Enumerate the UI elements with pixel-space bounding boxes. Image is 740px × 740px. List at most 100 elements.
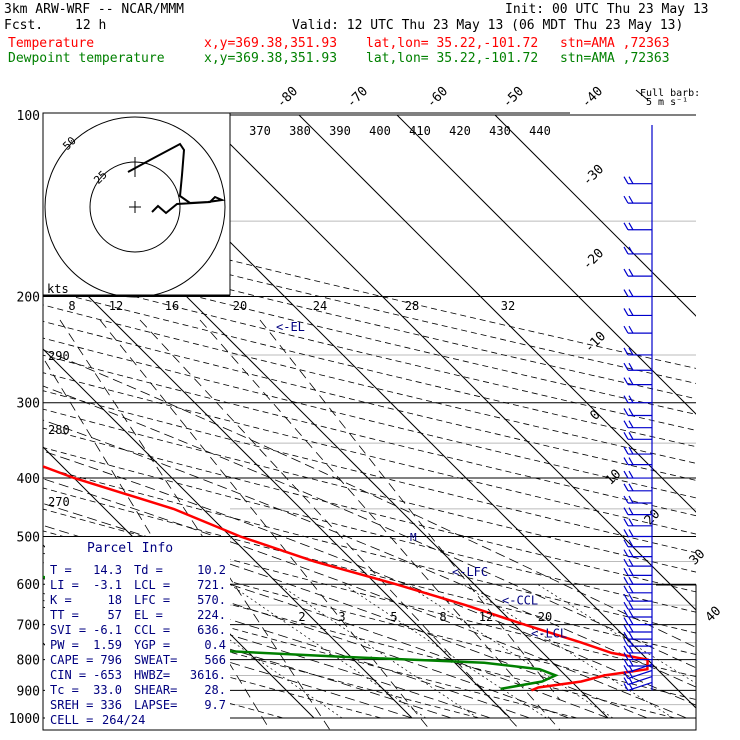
wind-barb-flag — [628, 377, 634, 385]
parcel-field-label: TT = — [50, 608, 79, 622]
wind-barb-flag — [623, 609, 629, 618]
isotherm-line — [43, 250, 511, 719]
wind-barb-flag — [628, 495, 634, 504]
mixing-ratio-label: 20 — [538, 610, 552, 624]
pressure-tick-label: 400 — [17, 472, 40, 487]
parcel-field-value: -653 — [93, 668, 122, 682]
speed-ray-line — [259, 319, 561, 701]
wind-barb-flag — [623, 677, 629, 685]
level-annotation: <-LCL — [531, 626, 567, 640]
mixing-ratio-label: 8 — [439, 610, 446, 624]
moist-adiabat-line — [43, 419, 696, 688]
parcel-field-label: CCL = — [134, 623, 170, 637]
wind-barb-flag — [623, 631, 629, 640]
dry-adiabat-line — [43, 530, 696, 700]
speed-ray-line — [199, 319, 561, 730]
parcel-field-label: K = — [50, 593, 72, 607]
wind-barb-flag — [623, 665, 629, 673]
hodograph-speed-label: 8 — [68, 299, 75, 313]
isotherm-line — [43, 348, 413, 719]
wind-barb-flag — [623, 601, 629, 610]
wind-barb-flag — [623, 539, 629, 548]
mixing-ratio-label: 2 — [298, 610, 305, 624]
wind-barb-flag — [628, 518, 634, 527]
isotherm-label: 0 — [587, 407, 603, 423]
wind-barb-flag — [628, 585, 634, 594]
wind-barb-flag — [628, 420, 634, 428]
wind-barb-flag — [628, 176, 634, 185]
wind-barb-flag — [623, 549, 629, 557]
wind-barb-flag — [623, 652, 629, 660]
wind-barb-flag — [628, 645, 634, 654]
isotherm-label: -20 — [580, 246, 607, 273]
wind-barb-flag — [628, 568, 634, 576]
wind-barb-flag — [628, 671, 634, 679]
parcel-field-label: T = — [50, 563, 72, 577]
pressure-tick-label: 900 — [17, 684, 40, 699]
parcel-field-value: -6.1 — [93, 623, 122, 637]
dry-adiabat-line — [43, 242, 696, 400]
parcel-field-label: CAPE = — [50, 653, 93, 667]
theta-label: 430 — [489, 124, 511, 138]
hodograph-speed-label: 20 — [233, 299, 247, 313]
plot-frame — [42, 113, 697, 731]
wind-barb-flag — [623, 377, 629, 385]
wind-barb-flag — [623, 624, 629, 633]
parcel-field-label: Td = — [134, 563, 163, 577]
pressure-tick-label: 700 — [17, 619, 40, 634]
hodograph-trace — [127, 142, 226, 215]
parcel-field-label: LI = — [50, 578, 79, 592]
speed-ray-line — [99, 319, 431, 730]
wind-barb-flag — [623, 558, 629, 567]
wind-barb-flag — [623, 395, 629, 404]
moist-adiabat-line — [43, 478, 687, 719]
parcel-field-value: 570. — [197, 593, 226, 607]
pressure-tick-label: 300 — [17, 397, 40, 412]
parcel-field-label: HWBZ= — [134, 668, 170, 682]
theta-label: 370 — [249, 124, 271, 138]
wind-barb-flag — [623, 195, 629, 204]
wind-barb-flag — [628, 432, 634, 440]
dewpoint-coords: x,y=369.38,351.93 — [204, 51, 338, 66]
wind-barb-flag — [628, 658, 634, 667]
parcel-field-value: 14.3 — [93, 563, 122, 577]
moist-adiabat-line — [43, 503, 648, 719]
parcel-field-label: SWEAT= — [134, 653, 177, 667]
parcel-cell-label: CELL = — [50, 713, 93, 727]
forecast-hours: 12 h — [75, 18, 107, 33]
parcel-field-value: 224. — [197, 608, 226, 622]
isotherm-label: -60 — [424, 84, 451, 111]
dry-adiabat-line — [43, 466, 696, 634]
temperature-latlon: lat,lon= 35.22,-101.72 — [366, 36, 539, 51]
pressure-tick-label: 200 — [17, 291, 40, 306]
parcel-field-value: 57 — [108, 608, 122, 622]
valid-time: Valid: 12 UTC Thu 23 May 13 (06 MDT Thu … — [292, 18, 684, 33]
parcel-field-value: -3.1 — [93, 578, 122, 592]
pressure-tick-label: 100 — [17, 109, 40, 124]
wind-barb-flag — [623, 222, 629, 231]
moist-adiabat-line — [43, 578, 491, 719]
wind-barb-flag — [623, 585, 629, 594]
mixing-ratio-label: 12 — [479, 610, 493, 624]
wind-barb-flag — [623, 638, 629, 647]
isotherm-label: -80 — [274, 84, 301, 111]
wind-barb-flag — [628, 222, 634, 231]
level-marker: M — [410, 531, 417, 544]
moist-adiabat-line — [43, 592, 452, 719]
temperature-coords: x,y=369.38,351.93 — [204, 36, 338, 51]
wind-barb-legend-icon — [635, 89, 649, 101]
isotherm-label: -30 — [580, 162, 607, 189]
hodograph-speed-label: 12 — [109, 299, 123, 313]
wind-barb-flag — [623, 446, 629, 455]
level-annotation: <-LFC — [452, 565, 488, 579]
wind-barb-flag — [628, 483, 634, 492]
mixing-ratio-label: 5 — [390, 610, 397, 624]
temperature-station: stn=AMA ,72363 — [560, 36, 670, 51]
isotherm-line — [494, 114, 696, 317]
parcel-field-value: 1.59 — [93, 638, 122, 652]
parcel-field-value: 566 — [204, 653, 226, 667]
dewpoint-line — [43, 575, 559, 691]
parcel-field-label: Tc = — [50, 683, 79, 697]
wind-barb-flag — [628, 395, 634, 404]
pressure-tick-label: 600 — [17, 578, 40, 593]
